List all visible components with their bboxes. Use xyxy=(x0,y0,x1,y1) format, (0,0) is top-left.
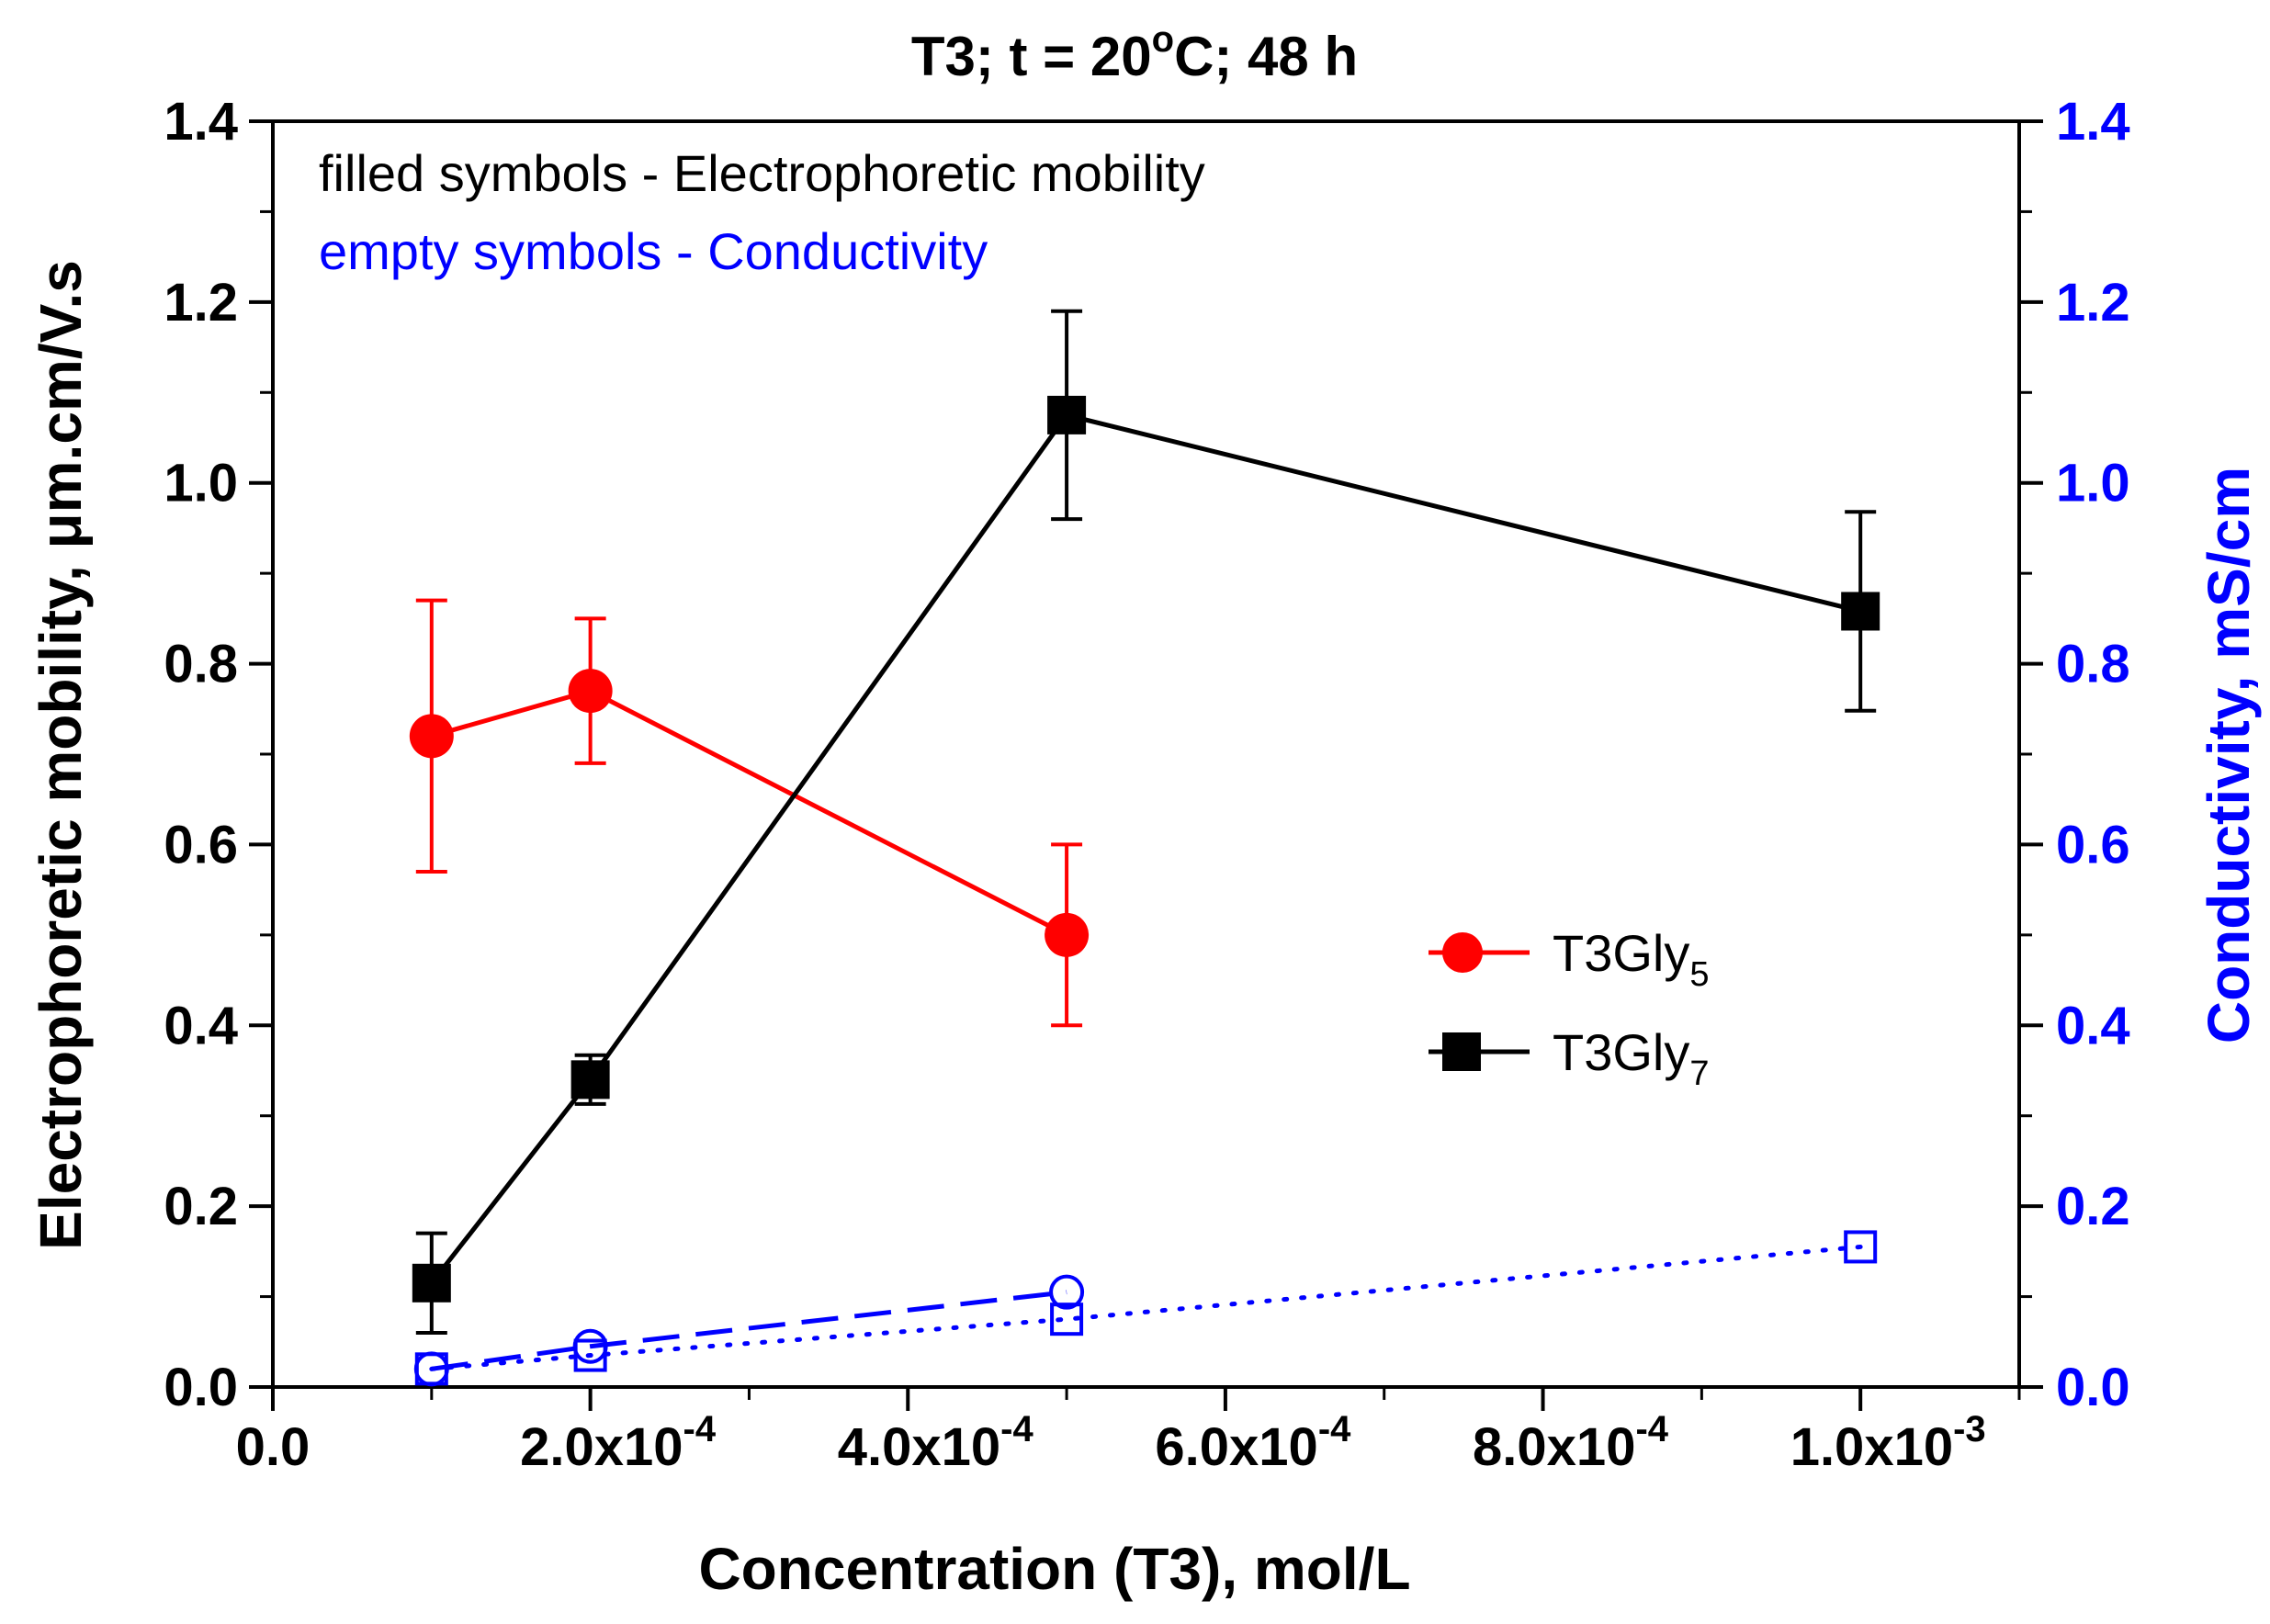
x-tick-label-3: 6.0x10-4 xyxy=(1155,1409,1351,1477)
y-left-tick-label-2: 0.4 xyxy=(164,996,238,1055)
x-tick-label-base-0: 0.0 xyxy=(236,1417,311,1477)
y-right-tick-label-1: 0.2 xyxy=(2056,1177,2130,1236)
y-axis-left-label: Electrophoretic mobility, μm.cm/V.s xyxy=(28,260,94,1250)
title-suffix: C; 48 h xyxy=(1174,26,1358,87)
x-tick-label-base-5: 1.0x10 xyxy=(1790,1417,1953,1477)
x-tick-label-base-1: 2.0x10 xyxy=(520,1417,683,1477)
annotation-empty-symbols: empty symbols - Conductivity xyxy=(319,222,988,280)
left-axis-ticks: 0.0 0.2 0.4 0.6 0.8 1.0 1.2 1.4 xyxy=(164,92,273,1417)
series-layer xyxy=(409,309,1880,1387)
x-tick-label-2: 4.0x10-4 xyxy=(838,1409,1034,1477)
x-tick-label-1: 2.0x10-4 xyxy=(520,1409,717,1477)
x-tick-label-exp-2: -4 xyxy=(1000,1409,1033,1449)
legend-marker-t3gly7 xyxy=(1442,1032,1481,1071)
title-degree: o xyxy=(1152,19,1174,60)
legend-label-t3gly5: T3Gly5 xyxy=(1553,924,1710,994)
x-tick-label-0: 0.0 xyxy=(236,1417,311,1477)
y-right-tick-label-3: 0.6 xyxy=(2056,815,2130,874)
x-tick-label-exp-4: -4 xyxy=(1635,1409,1668,1449)
legend-label-t3gly5-base: T3Gly xyxy=(1553,924,1689,982)
legend-item-t3gly5: T3Gly5 xyxy=(1429,924,1710,994)
series-3-point-3 xyxy=(1844,1230,1878,1264)
y-right-tick-label-6: 1.2 xyxy=(2056,273,2130,333)
series-0-line xyxy=(431,688,1068,938)
x-tick-label-4: 8.0x10-4 xyxy=(1473,1409,1669,1477)
x-tick-label-exp-1: -4 xyxy=(683,1409,717,1449)
y-left-tick-label-5: 1.0 xyxy=(164,454,238,513)
legend-label-t3gly7-base: T3Gly xyxy=(1553,1023,1689,1081)
x-axis-label: Concentration (T3), mol/L xyxy=(698,1536,1410,1602)
x-tick-label-exp-5: -3 xyxy=(1953,1409,1986,1449)
series-1-line xyxy=(429,412,1861,1285)
y-left-tick-label-3: 0.6 xyxy=(164,815,238,874)
annotation-filled-symbols: filled symbols - Electrophoretic mobilit… xyxy=(319,144,1205,202)
series-3-point-1 xyxy=(573,1338,607,1372)
legend-label-t3gly5-sub: 5 xyxy=(1689,955,1709,994)
series-0-point-0 xyxy=(409,714,454,759)
series-2-line xyxy=(431,1290,1067,1371)
legend-label-t3gly7-sub: 7 xyxy=(1689,1054,1709,1093)
plot-frame xyxy=(271,119,2021,1389)
legend-label-t3gly7: T3Gly7 xyxy=(1553,1023,1710,1093)
series-3-point-2 xyxy=(1050,1303,1084,1336)
x-tick-label-base-4: 8.0x10 xyxy=(1473,1417,1635,1477)
x-tick-label-exp-3: -4 xyxy=(1318,1409,1351,1449)
legend-item-t3gly7: T3Gly7 xyxy=(1429,1023,1710,1093)
legend: T3Gly5 T3Gly7 xyxy=(1429,924,1710,1093)
chart-title: T3; t = 20oC; 48 h xyxy=(911,19,1358,87)
y-axis-right-label: Conductivity, mS/cm xyxy=(2196,467,2262,1043)
y-left-tick-label-1: 0.2 xyxy=(164,1177,238,1236)
y-right-tick-label-2: 0.4 xyxy=(2056,996,2130,1055)
series-3-line xyxy=(429,1244,1863,1371)
x-tick-label-base-2: 4.0x10 xyxy=(838,1417,1000,1477)
x-tick-label-5: 1.0x10-3 xyxy=(1790,1409,1986,1477)
series-1-point-0 xyxy=(412,1263,451,1303)
series-3-point-0 xyxy=(414,1352,448,1386)
series-1-point-1 xyxy=(570,1060,610,1100)
y-right-tick-label-7: 1.4 xyxy=(2056,92,2130,152)
y-left-tick-label-6: 1.2 xyxy=(164,273,238,333)
legend-marker-t3gly5 xyxy=(1442,932,1483,973)
x-tick-label-base-3: 6.0x10 xyxy=(1155,1417,1317,1477)
y-right-tick-label-5: 1.0 xyxy=(2056,454,2130,513)
series-2-point-2 xyxy=(1049,1274,1085,1310)
y-right-tick-label-0: 0.0 xyxy=(2056,1358,2130,1417)
y-left-tick-label-4: 0.8 xyxy=(164,635,238,694)
y-left-tick-label-0: 0.0 xyxy=(164,1358,238,1417)
y-right-tick-label-4: 0.8 xyxy=(2056,635,2130,694)
y-left-tick-label-7: 1.4 xyxy=(164,92,238,152)
series-1-point-3 xyxy=(1841,592,1880,631)
series-0-point-2 xyxy=(1045,912,1090,957)
right-axis-ticks: 0.0 0.2 0.4 0.6 0.8 1.0 1.2 1.4 xyxy=(2019,92,2130,1417)
title-prefix: T3; t = 20 xyxy=(911,26,1152,87)
x-axis-ticks: 0.0 2.0x10-4 4.0x10-4 6.0x10-4 8.0x10-4 1.0x1… xyxy=(236,1387,2021,1477)
series-0-point-1 xyxy=(568,669,613,714)
series-1-point-2 xyxy=(1047,395,1087,434)
